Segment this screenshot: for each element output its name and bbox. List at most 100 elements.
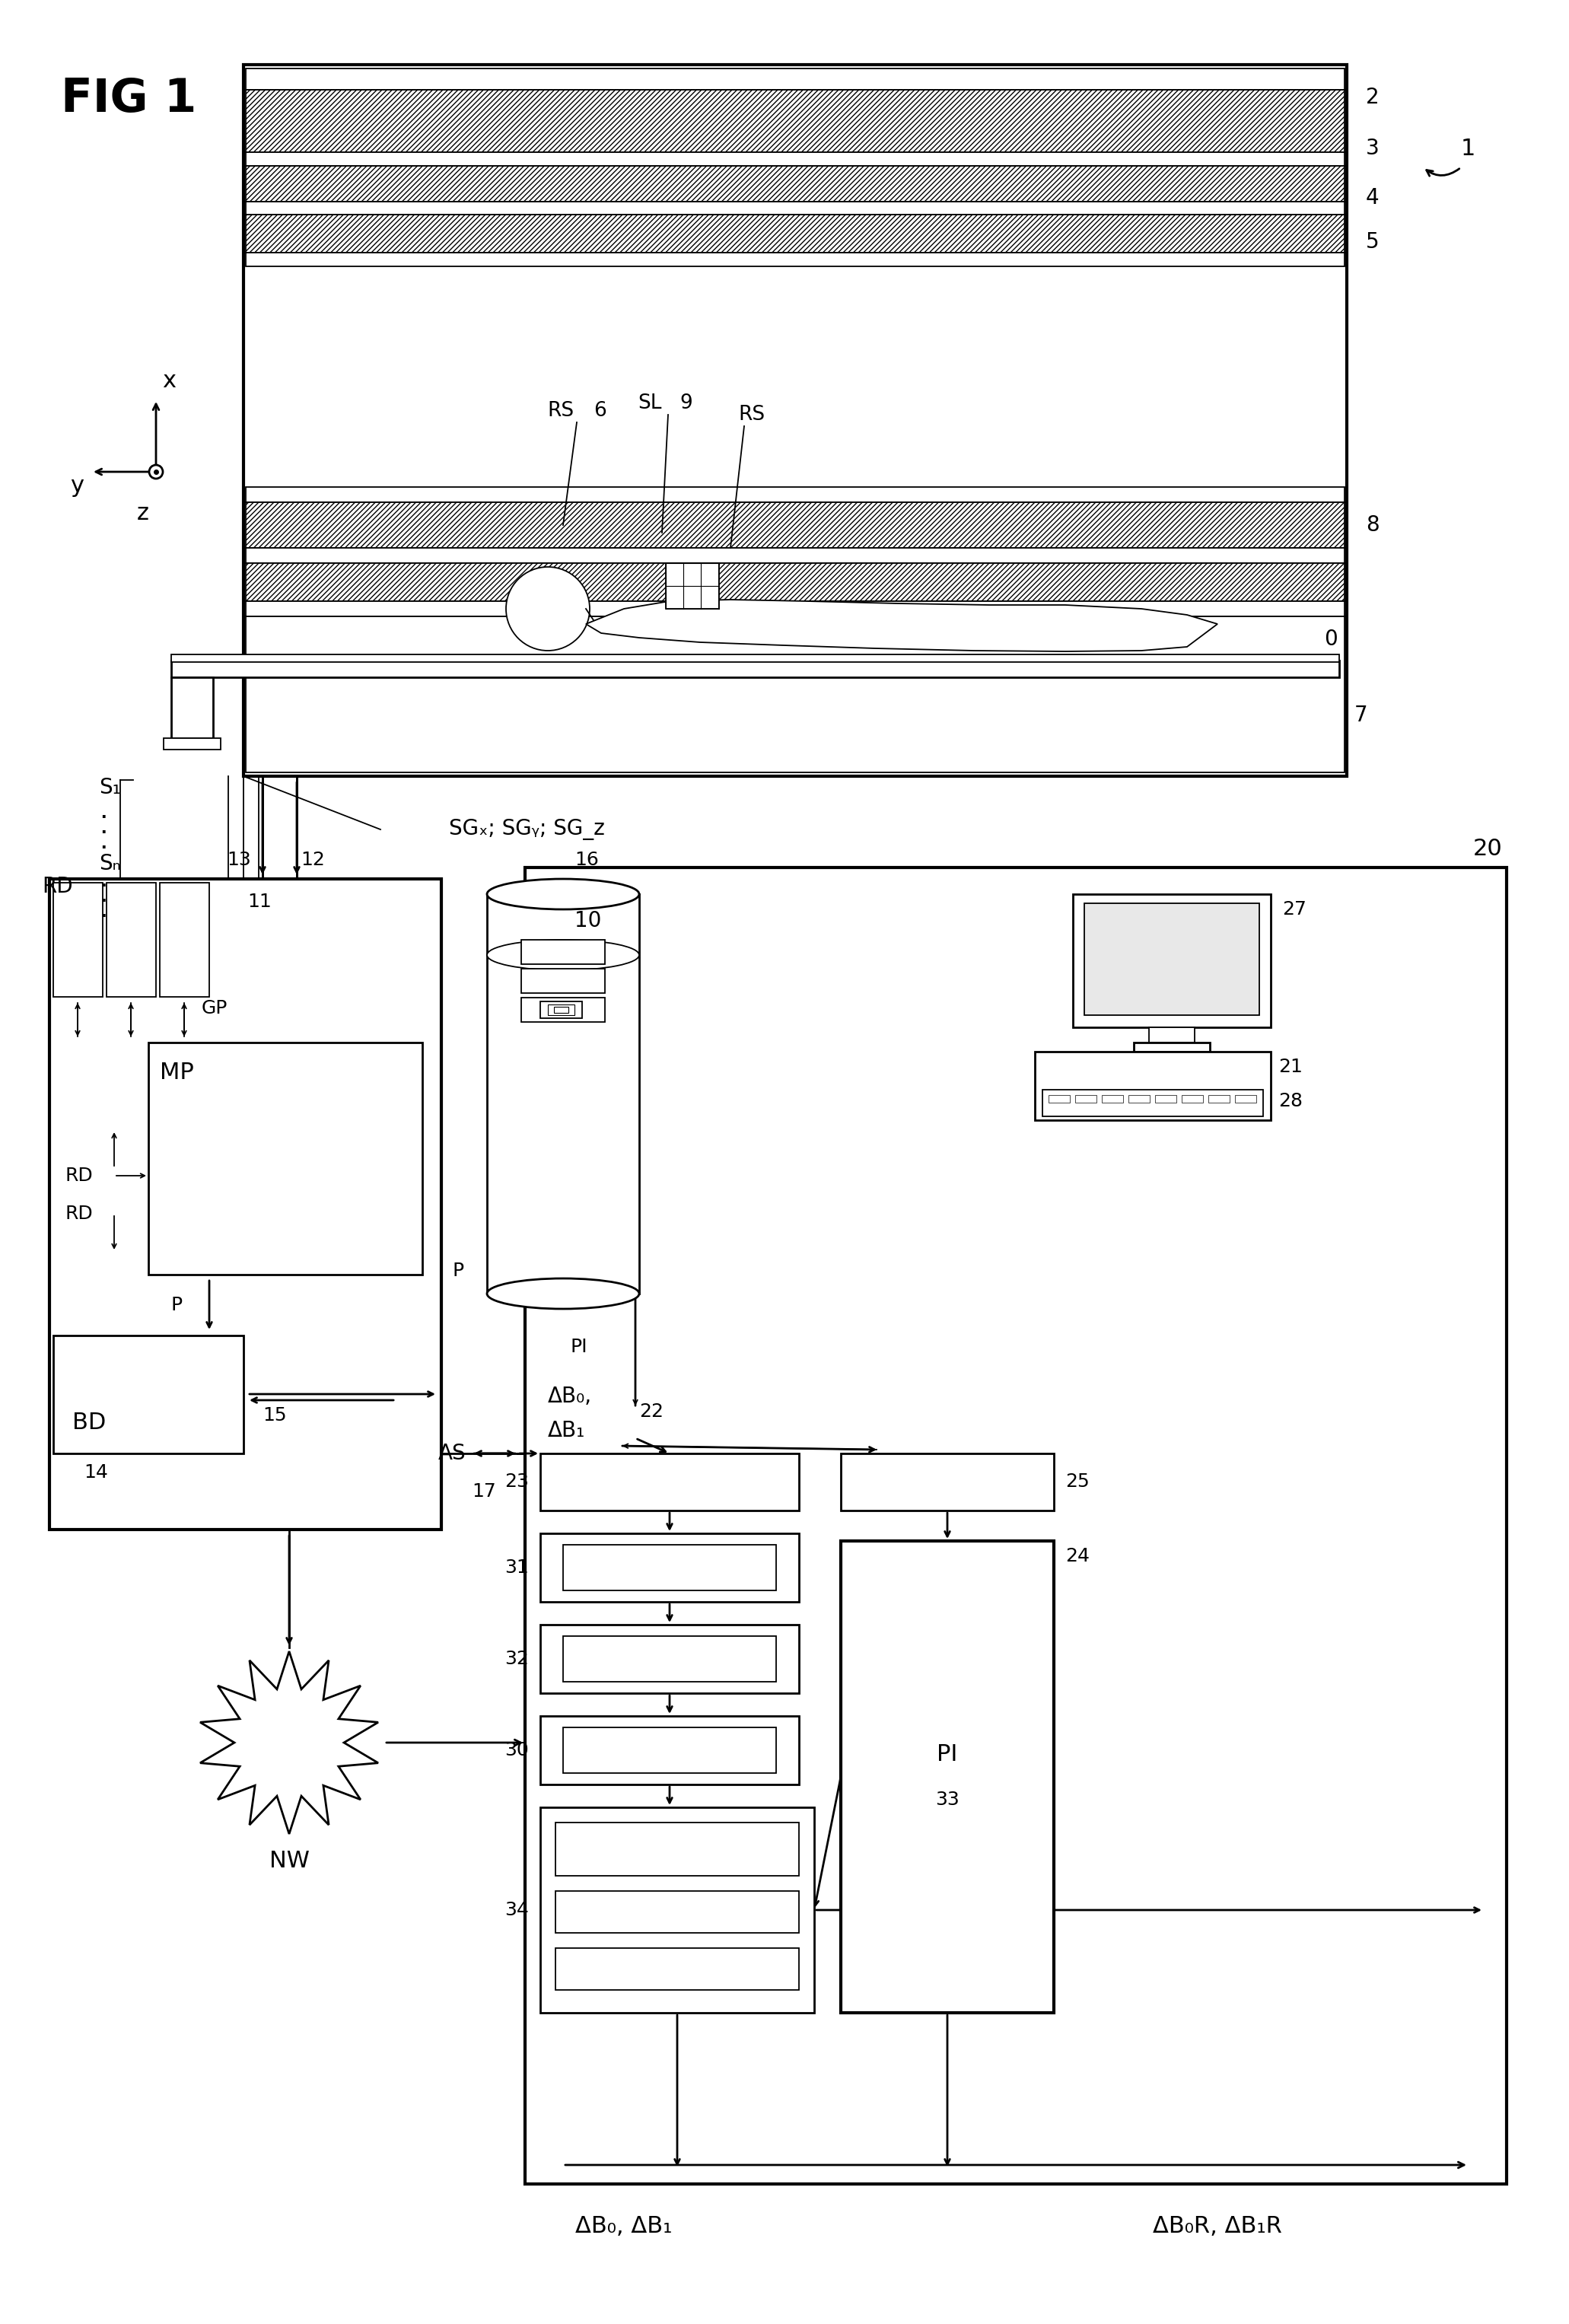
Text: ·: ·: [99, 820, 108, 846]
Bar: [548, 1004, 574, 1016]
Text: 31: 31: [505, 1559, 529, 1576]
Bar: [246, 562, 1345, 602]
Bar: [246, 548, 1345, 562]
Text: PI: PI: [571, 1339, 588, 1355]
Text: P: P: [452, 1262, 464, 1281]
Bar: [665, 562, 719, 609]
Text: PI: PI: [937, 1743, 957, 1764]
Bar: [1101, 1095, 1123, 1102]
Text: SGₓ; SGᵧ; SG_z: SGₓ; SGᵧ; SG_z: [449, 818, 604, 839]
Text: RS: RS: [548, 402, 574, 421]
Text: 13: 13: [228, 851, 251, 869]
Text: ·: ·: [99, 888, 108, 916]
Bar: [1128, 1095, 1150, 1102]
Bar: [1048, 1095, 1070, 1102]
Polygon shape: [585, 600, 1218, 651]
Bar: [540, 1002, 582, 1018]
Bar: [171, 676, 213, 739]
Bar: [540, 1715, 799, 1785]
Text: ·: ·: [99, 804, 108, 832]
Text: ΔB₀, ΔB₁: ΔB₀, ΔB₁: [576, 2215, 673, 2238]
Text: 11: 11: [248, 892, 271, 911]
Bar: [53, 1336, 243, 1452]
Bar: [563, 1727, 777, 1773]
Text: AS: AS: [438, 1443, 466, 1464]
Bar: [540, 1534, 799, 1601]
Bar: [243, 65, 1346, 776]
Bar: [554, 1006, 568, 1013]
Text: x: x: [162, 370, 176, 393]
Text: 14: 14: [83, 1464, 108, 1483]
Text: 34: 34: [505, 1901, 529, 1920]
Text: 16: 16: [574, 851, 599, 869]
Text: GP: GP: [202, 999, 228, 1018]
Bar: [149, 1043, 422, 1274]
Text: ΔB₀,: ΔB₀,: [548, 1385, 592, 1406]
Text: 12: 12: [301, 851, 325, 869]
Ellipse shape: [486, 1278, 639, 1308]
Bar: [1134, 1043, 1210, 1053]
Bar: [521, 997, 606, 1023]
Text: ΔB₀R, ΔB₁R: ΔB₀R, ΔB₁R: [1153, 2215, 1282, 2238]
Text: 20: 20: [1473, 837, 1503, 860]
Bar: [521, 939, 606, 964]
Bar: [50, 878, 441, 1529]
Bar: [246, 502, 1345, 548]
Bar: [246, 91, 1345, 151]
Bar: [1084, 904, 1260, 1016]
Text: 1: 1: [1461, 137, 1476, 160]
Bar: [1073, 895, 1271, 1027]
Bar: [160, 883, 209, 997]
Text: 30: 30: [505, 1741, 529, 1759]
Text: 8: 8: [1367, 514, 1379, 537]
Text: SL: SL: [639, 393, 662, 414]
Bar: [246, 602, 1345, 616]
Text: Sₙ: Sₙ: [99, 853, 121, 874]
Text: 5: 5: [1367, 232, 1379, 253]
Text: 28: 28: [1279, 1092, 1302, 1111]
Bar: [246, 214, 1345, 253]
Bar: [555, 1892, 799, 1934]
Bar: [540, 1452, 799, 1511]
Text: 6: 6: [593, 402, 606, 421]
Bar: [246, 67, 1345, 91]
Text: ·: ·: [99, 874, 108, 899]
Bar: [1075, 1095, 1097, 1102]
Bar: [53, 883, 102, 997]
Text: 0: 0: [1324, 627, 1337, 651]
Text: 10: 10: [574, 911, 601, 932]
Bar: [246, 616, 1345, 772]
Bar: [171, 660, 1340, 676]
Text: 32: 32: [505, 1650, 529, 1669]
Text: 22: 22: [639, 1401, 664, 1420]
Ellipse shape: [486, 878, 639, 909]
Bar: [246, 253, 1345, 267]
Text: 17: 17: [472, 1483, 496, 1501]
Text: ·: ·: [99, 904, 108, 930]
Bar: [841, 1452, 1054, 1511]
Text: 2: 2: [1367, 86, 1379, 107]
Text: NW: NW: [268, 1850, 309, 1871]
Bar: [1235, 1095, 1257, 1102]
Bar: [1208, 1095, 1230, 1102]
Bar: [563, 1545, 777, 1590]
Bar: [555, 1948, 799, 1989]
Text: y: y: [71, 474, 83, 497]
Text: 15: 15: [262, 1406, 287, 1425]
Text: ·: ·: [99, 837, 108, 862]
Polygon shape: [201, 1652, 378, 1834]
Text: 27: 27: [1282, 899, 1307, 918]
Circle shape: [507, 567, 590, 651]
Text: 25: 25: [1065, 1473, 1089, 1490]
Text: 7: 7: [1354, 704, 1368, 725]
Text: 23: 23: [505, 1473, 529, 1490]
Text: RS: RS: [737, 404, 764, 425]
Bar: [1181, 1095, 1203, 1102]
Bar: [246, 488, 1345, 502]
Text: 24: 24: [1065, 1548, 1089, 1566]
Text: 3: 3: [1367, 137, 1379, 158]
Bar: [163, 739, 221, 751]
Text: 21: 21: [1279, 1057, 1302, 1076]
Bar: [540, 1624, 799, 1694]
Bar: [563, 1636, 777, 1683]
